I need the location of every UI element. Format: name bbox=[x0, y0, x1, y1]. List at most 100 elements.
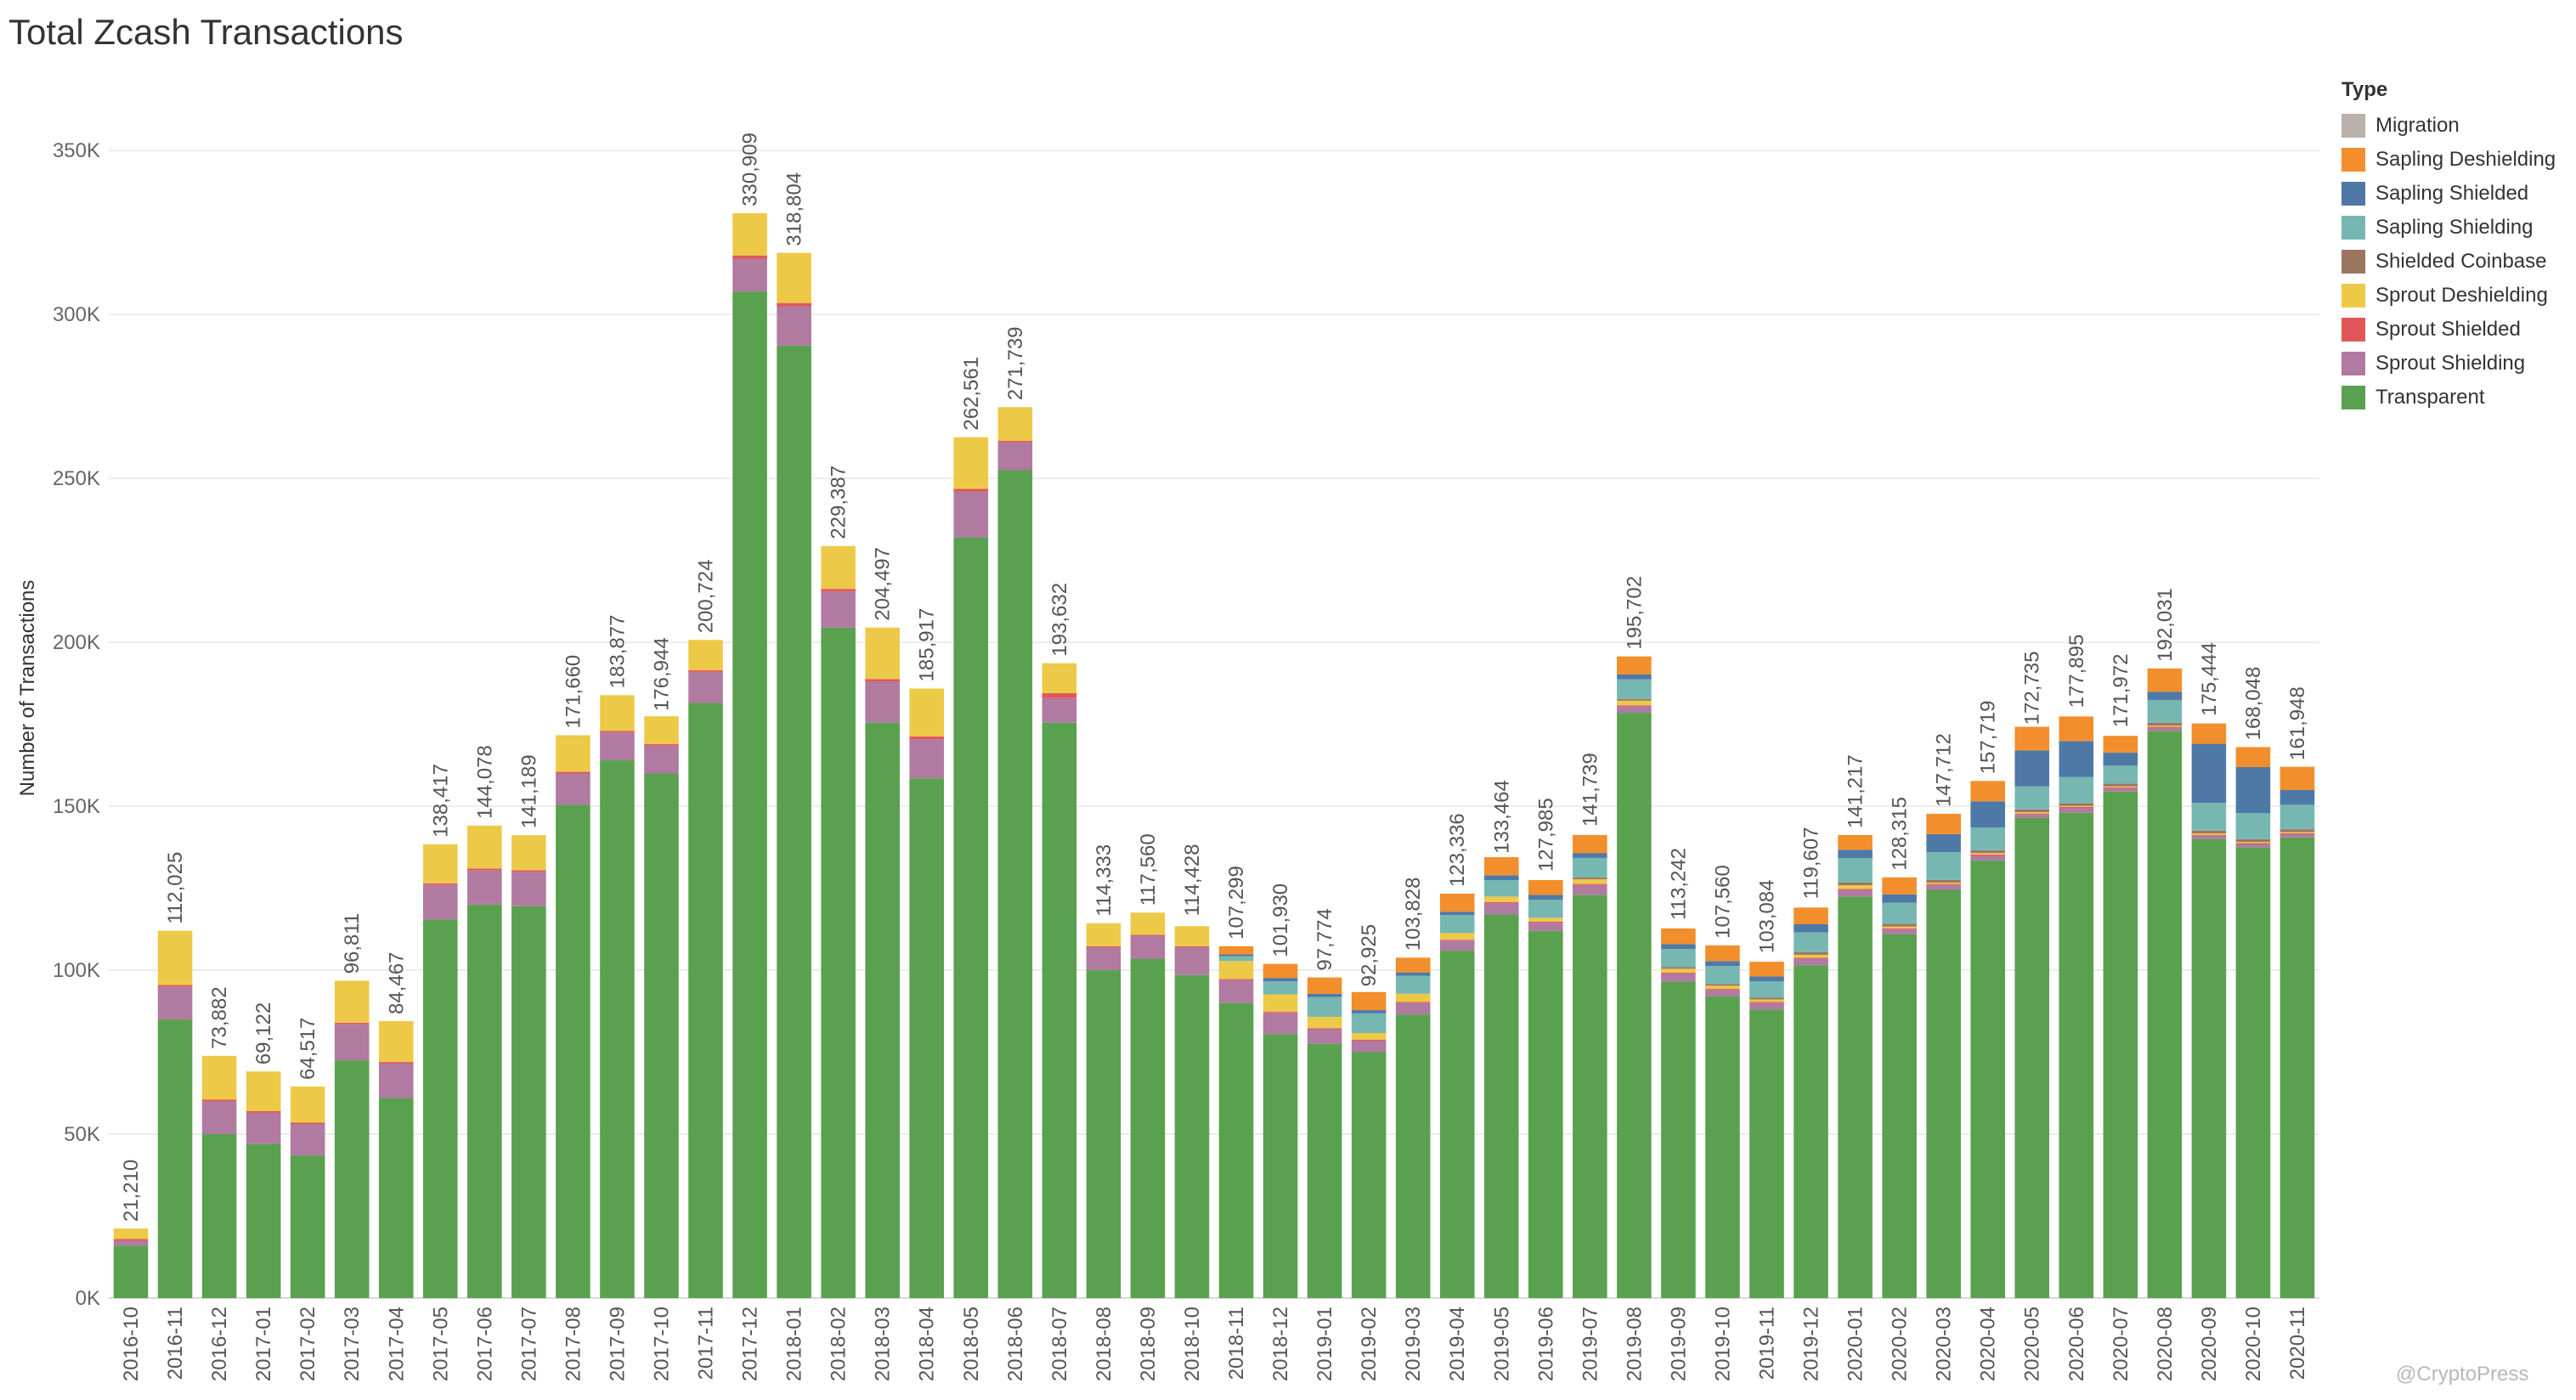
legend-swatch bbox=[2342, 386, 2365, 409]
bar-segment-sprout-deshielding bbox=[997, 407, 1033, 441]
bar-total-label: 123,336 bbox=[1446, 813, 1469, 887]
bar-segment-sprout-shielded bbox=[821, 589, 856, 592]
bar-total-label: 176,944 bbox=[651, 637, 674, 711]
bar-segment-sapling-deshielding bbox=[2059, 716, 2094, 742]
bar-total-label: 133,464 bbox=[1490, 780, 1513, 854]
bar-segment-sprout-deshielding bbox=[2059, 805, 2094, 807]
bar-segment-sprout-shielded bbox=[1926, 883, 1961, 885]
bar-segment-shielded-coinbase bbox=[2014, 809, 2050, 812]
bar-segment-sapling-shielded bbox=[1794, 923, 1828, 933]
bar-segment-sprout-shielding bbox=[1617, 706, 1652, 714]
legend-item[interactable]: Sapling Shielded bbox=[2342, 177, 2571, 211]
bar-segment-transparent bbox=[157, 1019, 193, 1298]
bar-total-label: 147,712 bbox=[1933, 733, 1956, 807]
y-tick-label: 150K bbox=[53, 795, 100, 818]
bar-segment-sprout-shielding bbox=[378, 1064, 414, 1098]
bar-total-label: 195,702 bbox=[1623, 576, 1646, 650]
bar-segment-transparent bbox=[2014, 817, 2050, 1298]
bar-segment-sprout-shielded bbox=[1528, 921, 1563, 923]
bar-segment-sprout-shielded bbox=[1130, 934, 1166, 936]
bar-segment-sprout-shielded bbox=[2279, 833, 2315, 834]
bar-segment-sprout-shielding bbox=[1395, 1002, 1431, 1015]
bar-segment-sapling-deshielding bbox=[1970, 781, 2005, 802]
bar-segment-sprout-deshielding bbox=[732, 212, 767, 256]
bar-segment-shielded-coinbase bbox=[1617, 698, 1652, 701]
bar-segment-sapling-deshielding bbox=[2279, 766, 2315, 790]
bar-total-label: 107,560 bbox=[1711, 865, 1734, 939]
x-tick-label: 2018-04 bbox=[916, 1307, 939, 1381]
bar-segment-sprout-shielding bbox=[246, 1112, 281, 1144]
bar-segment-sprout-shielding bbox=[2059, 808, 2094, 813]
bar-total-label: 73,882 bbox=[208, 986, 231, 1048]
legend-label: Sapling Shielding bbox=[2375, 216, 2534, 239]
x-tick-label: 2019-03 bbox=[1402, 1307, 1425, 1381]
bar-segment-transparent bbox=[1263, 1034, 1298, 1298]
bar-segment-sprout-shielded bbox=[1307, 1028, 1342, 1030]
bar-segment-sapling-shielded bbox=[2014, 750, 2050, 787]
x-tick-label: 2017-01 bbox=[252, 1307, 275, 1381]
bar-segment-sprout-deshielding bbox=[334, 980, 370, 1023]
legend-item[interactable]: Sapling Deshielding bbox=[2342, 143, 2571, 177]
bar-segment-transparent bbox=[2059, 812, 2094, 1298]
bar-segment-sprout-shielding bbox=[1661, 973, 1696, 982]
bar-segment-sprout-shielding bbox=[865, 681, 900, 723]
bar-total-label: 69,122 bbox=[252, 1002, 275, 1064]
bar-segment-sapling-deshielding bbox=[1573, 834, 1607, 854]
legend-label: Sapling Deshielding bbox=[2375, 148, 2556, 171]
bar-segment-transparent bbox=[1483, 914, 1519, 1298]
bar-segment-sprout-shielded bbox=[201, 1099, 237, 1102]
bar-segment-sprout-deshielding bbox=[1882, 926, 1917, 929]
x-tick-label: 2020-07 bbox=[2110, 1307, 2133, 1381]
bar-segment-sapling-shielded bbox=[1263, 978, 1298, 982]
bar-segment-sapling-shielding bbox=[2235, 813, 2271, 839]
bar-segment-sprout-deshielding bbox=[1483, 896, 1519, 902]
x-tick-label: 2020-06 bbox=[2065, 1307, 2088, 1381]
bar-total-label: 21,210 bbox=[120, 1160, 143, 1222]
bar-segment-transparent bbox=[1970, 860, 2005, 1298]
legend-label: Shielded Coinbase bbox=[2375, 250, 2547, 273]
bar-segment-transparent bbox=[1130, 958, 1166, 1298]
bar-segment-transparent bbox=[909, 778, 945, 1298]
bar-segment-sprout-deshielding bbox=[290, 1086, 325, 1123]
x-tick-label: 2019-08 bbox=[1623, 1307, 1646, 1381]
bar-segment-sprout-shielding bbox=[600, 732, 635, 761]
bar-segment-transparent bbox=[1086, 970, 1121, 1298]
bar-total-label: 318,804 bbox=[783, 172, 806, 246]
bar-total-label: 113,242 bbox=[1667, 848, 1690, 920]
bar-segment-shielded-coinbase bbox=[1970, 850, 2005, 854]
legend-item[interactable]: Shielded Coinbase bbox=[2342, 245, 2571, 279]
legend-item[interactable]: Sapling Shielding bbox=[2342, 211, 2571, 245]
legend-item[interactable]: Transparent bbox=[2342, 381, 2571, 415]
y-tick-label: 0K bbox=[76, 1287, 100, 1310]
bar-total-label: 200,724 bbox=[695, 560, 718, 634]
bar-segment-sprout-deshielding bbox=[201, 1055, 237, 1100]
bar-segment-sapling-deshielding bbox=[1528, 879, 1563, 895]
x-tick-label: 2019-04 bbox=[1446, 1307, 1469, 1381]
x-tick-label: 2019-07 bbox=[1579, 1307, 1602, 1381]
bar-segment-transparent bbox=[423, 919, 458, 1298]
bar-segment-shielded-coinbase bbox=[1926, 879, 1961, 883]
legend-item[interactable]: Migration bbox=[2342, 109, 2571, 143]
bar-segment-sapling-shielding bbox=[2279, 804, 2315, 830]
bar-segment-sapling-shielded bbox=[1617, 674, 1652, 680]
legend-label: Sprout Deshielding bbox=[2375, 284, 2548, 307]
bar-segment-sapling-deshielding bbox=[1661, 928, 1696, 945]
bar-segment-shielded-coinbase bbox=[2235, 838, 2271, 842]
bar-total-label: 141,189 bbox=[517, 754, 540, 828]
bar-segment-sprout-shielding bbox=[2014, 814, 2050, 818]
bar-total-label: 127,985 bbox=[1534, 798, 1557, 872]
legend: Type Migration Sapling Deshielding Sapling… bbox=[2342, 78, 2571, 415]
bar-segment-transparent bbox=[246, 1143, 281, 1298]
legend-item[interactable]: Sprout Shielded bbox=[2342, 313, 2571, 347]
bar-segment-sprout-deshielding bbox=[688, 640, 723, 670]
x-tick-label: 2020-02 bbox=[1889, 1307, 1912, 1381]
bar-segment-sprout-deshielding bbox=[1042, 663, 1077, 693]
bar-segment-sapling-shielding bbox=[2147, 699, 2183, 723]
bar-segment-sapling-shielded bbox=[1970, 801, 2005, 828]
bar-total-label: 141,739 bbox=[1579, 753, 1602, 827]
y-tick-label: 300K bbox=[53, 303, 100, 326]
legend-item[interactable]: Sprout Deshielding bbox=[2342, 279, 2571, 313]
bar-segment-sprout-shielding bbox=[1439, 940, 1475, 951]
bar-segment-sprout-shielding bbox=[1970, 855, 2005, 861]
legend-item[interactable]: Sprout Shielding bbox=[2342, 347, 2571, 381]
